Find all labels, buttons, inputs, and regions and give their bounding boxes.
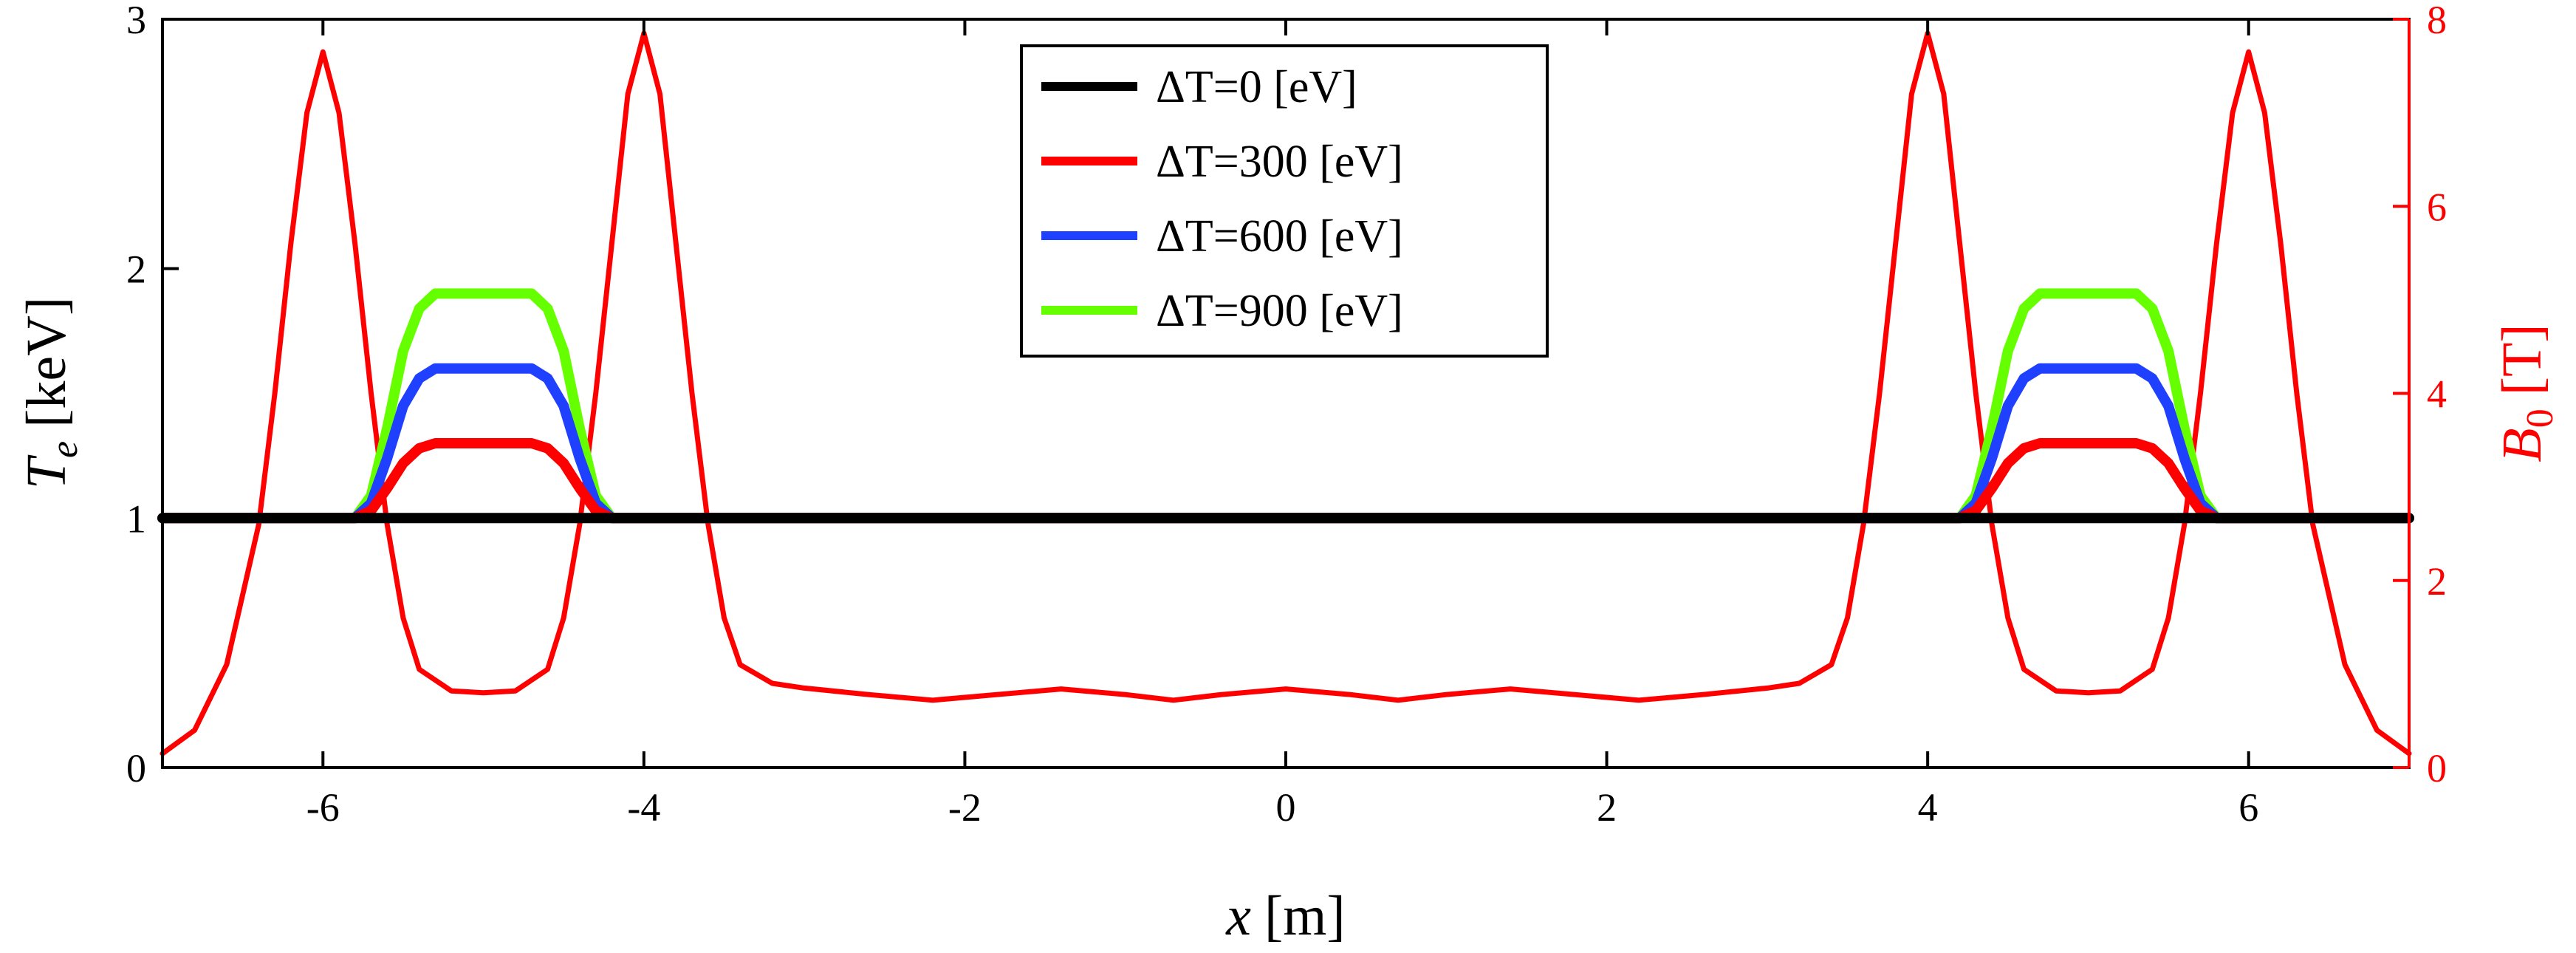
legend-item-0: ΔT=0 [eV] xyxy=(1041,62,1357,112)
svg-text:ΔT=600 [eV]: ΔT=600 [eV] xyxy=(1156,211,1403,262)
y-left-sub: e xyxy=(44,441,86,458)
legend-value-3: =900 [eV] xyxy=(1213,286,1403,336)
legend-item-2: ΔT=600 [eV] xyxy=(1041,211,1403,262)
legend: ΔT=0 [eV] ΔT=300 [eV] ΔT=600 [eV] ΔT=900… xyxy=(1020,44,1549,358)
y-axis-left-title: Te [keV] xyxy=(16,297,86,490)
y-left-unit: [keV] xyxy=(16,297,78,428)
legend-item-1: ΔT=300 [eV] xyxy=(1041,137,1403,187)
legend-delta-3: ΔT xyxy=(1156,286,1213,336)
y-right-var: B xyxy=(2491,428,2553,462)
y-right-tick-label-4: 8 xyxy=(2427,0,2447,42)
y-ticks-left: 0 1 2 3 xyxy=(126,0,179,790)
y-right-tick-label-2: 4 xyxy=(2427,372,2447,417)
series-layer xyxy=(157,30,2414,756)
x-ticks: -6 -4 -2 0 2 4 6 xyxy=(306,19,2258,830)
legend-delta-1: ΔT xyxy=(1156,137,1213,187)
y-left-tick-label-3: 3 xyxy=(126,0,146,42)
legend-delta-0: ΔT xyxy=(1156,62,1213,112)
x-tick-label-1: -4 xyxy=(627,785,660,830)
x-tick-label-6: 6 xyxy=(2238,785,2258,830)
y-axis-right-title: B0 [T] xyxy=(2491,324,2561,462)
x-axis-unit: [m] xyxy=(1264,885,1346,947)
legend-value-2: =600 [eV] xyxy=(1213,211,1403,262)
y-right-tick-label-0: 0 xyxy=(2427,746,2447,790)
y-ticks-right: 0 2 4 6 8 xyxy=(2393,0,2447,790)
x-tick-label-2: -2 xyxy=(948,785,982,830)
x-axis-var: x xyxy=(1225,885,1251,947)
y-left-tick-label-1: 1 xyxy=(126,496,146,541)
y-right-tick-label-1: 2 xyxy=(2427,559,2447,604)
y-right-sub: 0 xyxy=(2519,409,2561,428)
y-right-tick-label-3: 6 xyxy=(2427,185,2447,229)
legend-item-3: ΔT=900 [eV] xyxy=(1041,286,1403,336)
svg-text:ΔT=900 [eV]: ΔT=900 [eV] xyxy=(1156,286,1403,336)
x-tick-label-4: 2 xyxy=(1597,785,1617,830)
x-axis-title: x [m] xyxy=(1225,885,1345,947)
legend-value-0: =0 [eV] xyxy=(1213,62,1357,112)
y-left-var: T xyxy=(16,454,78,489)
y-right-unit: [T] xyxy=(2491,324,2553,395)
legend-delta-2: ΔT xyxy=(1156,211,1213,262)
y-left-tick-label-2: 2 xyxy=(126,247,146,292)
series-line-4 xyxy=(160,30,2412,756)
series-line-1 xyxy=(157,438,2414,524)
svg-text:ΔT=300 [eV]: ΔT=300 [eV] xyxy=(1156,137,1403,187)
legend-value-1: =300 [eV] xyxy=(1213,137,1403,187)
x-tick-label-3: 0 xyxy=(1276,785,1296,830)
x-tick-label-0: -6 xyxy=(306,785,340,830)
y-left-tick-label-0: 0 xyxy=(126,746,146,790)
x-tick-label-5: 4 xyxy=(1918,785,1938,830)
legend-box xyxy=(1020,44,1549,358)
svg-text:ΔT=0 [eV]: ΔT=0 [eV] xyxy=(1156,62,1357,112)
